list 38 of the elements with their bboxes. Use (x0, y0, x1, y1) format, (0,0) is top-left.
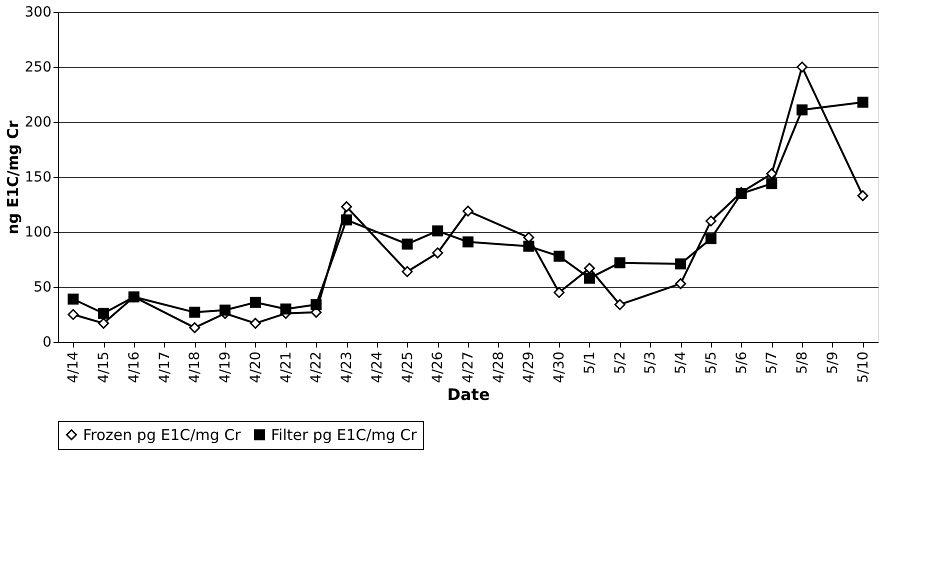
x-tick-label: 4/20 (248, 352, 264, 383)
x-tick-label: 5/7 (764, 352, 780, 374)
y-tick-label: 100 (24, 224, 52, 240)
x-tick-label: 4/29 (521, 352, 538, 383)
x-tick-label: 4/16 (126, 351, 142, 383)
x-tick-label: 5/8 (794, 352, 811, 374)
x-tick-label: 4/19 (218, 352, 234, 383)
x-tick-label: 5/1 (582, 352, 598, 374)
x-tick-label: 4/15 (96, 352, 112, 383)
y-axis-title: ng E1C/mg Cr (4, 120, 22, 234)
x-tick-label: 4/27 (460, 352, 476, 383)
x-axis-title: Date (447, 384, 490, 404)
x-tick-label: 4/24 (369, 351, 386, 383)
x-tick-label: 4/30 (552, 352, 568, 383)
x-tick-label: 4/14 (66, 351, 82, 383)
x-tick-label: 5/2 (612, 352, 628, 374)
x-tick-label: 4/28 (490, 352, 507, 383)
legend-label: Frozen pg E1C/mg Cr (83, 426, 242, 444)
y-tick-label: 250 (24, 60, 52, 76)
x-tick-label: 5/3 (642, 352, 659, 374)
y-tick-label: 0 (42, 334, 52, 350)
x-tick-label: 5/9 (824, 352, 841, 374)
x-tick-label: 4/26 (430, 351, 446, 383)
x-tick-label: 5/4 (673, 351, 690, 374)
y-tick-label: 300 (24, 4, 52, 20)
y-tick-label: 150 (24, 170, 52, 186)
x-tick-label: 4/23 (339, 352, 356, 383)
x-tick-label: 4/18 (187, 352, 204, 383)
y-tick-label: 50 (34, 280, 52, 296)
x-tick-label: 4/22 (308, 352, 325, 383)
legend-label: Filter pg E1C/mg Cr (271, 426, 418, 444)
x-tick-label: 4/25 (400, 352, 416, 383)
x-tick-label: 5/5 (703, 352, 720, 374)
y-tick-label: 200 (24, 114, 52, 130)
x-tick-label: 4/17 (156, 352, 173, 383)
x-tick-label: 4/21 (278, 352, 294, 383)
x-tick-label: 5/6 (734, 351, 750, 374)
x-tick-label: 5/10 (855, 352, 872, 383)
